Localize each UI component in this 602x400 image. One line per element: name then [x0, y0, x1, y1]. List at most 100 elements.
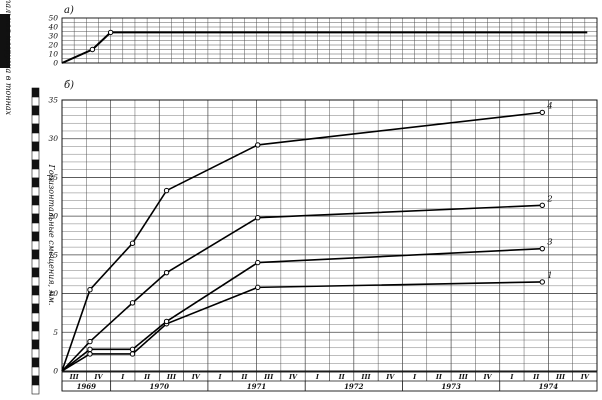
panel-b-y-tick-label: 35: [48, 96, 58, 105]
quarter-label: II: [435, 373, 443, 381]
quarter-label: IV: [288, 373, 298, 381]
panel-b-strip-segment: [31, 330, 40, 341]
quarter-label: II: [532, 373, 540, 381]
panel-b-strip-segment: [31, 339, 40, 350]
series-1-line: [61, 281, 543, 372]
panel-b-strip-segment: [31, 357, 40, 368]
panel-b-strip-segment: [31, 114, 40, 125]
panel-a-label: а): [64, 5, 74, 16]
panel-b-strip-segment: [31, 312, 40, 323]
series-2-point: [539, 202, 545, 209]
panel-a-axis-strip: [0, 14, 10, 68]
panel-b-strip-segment: [31, 258, 40, 269]
series-1-point: [255, 284, 261, 291]
panel-b-strip-segment: [31, 168, 40, 179]
panel-b-strip-segment: [31, 213, 40, 224]
panel-b-strip-segment: [31, 159, 40, 170]
panel-b-label: б): [64, 80, 74, 91]
panel-b-strip-segment: [31, 231, 40, 242]
panel-b-y-tick-label: 15: [48, 250, 58, 259]
panel-b-time-axis: III IV I II III IV I II III IV I II III IV I II III IV I II…: [61, 371, 598, 392]
panel-b-strip-segment: [31, 348, 40, 359]
panel-b-strip-segment: [31, 384, 40, 395]
quarter-label: III: [360, 373, 371, 381]
panel-b-strip-segment: [31, 249, 40, 260]
panel-a-y-tick-label: 10: [48, 50, 58, 59]
panel-b: б) 0 5 10 15 20 25 30 35 Горизонтальные смещени…: [31, 80, 598, 395]
panel-b-strip-segment: [31, 366, 40, 377]
panel-b-strip-segment: [31, 96, 40, 107]
series-2-point: [163, 269, 170, 276]
series-1-label: 1: [547, 271, 552, 281]
panel-a-y-label: Г. чизонтальная нагрузка в тоннах: [4, 0, 13, 116]
panel-b-strip-segment: [31, 276, 40, 287]
series-3-point: [539, 245, 545, 252]
year-label: 1971: [247, 382, 266, 391]
panel-b-strip-segment: [31, 321, 40, 332]
series-2-point: [87, 338, 93, 345]
panel-b-strip-segment: [31, 123, 40, 134]
quarter-label: II: [143, 373, 151, 381]
quarter-label: I: [412, 373, 417, 381]
quarter-label: IV: [580, 373, 590, 381]
series-4-point: [87, 287, 93, 293]
quarter-label: I: [509, 373, 514, 381]
panel-b-y-tick-label: 30: [48, 134, 58, 143]
series-2-label: 2: [546, 194, 552, 204]
series-2-line: [61, 204, 543, 372]
quarter-label: II: [338, 373, 346, 381]
quarter-label: III: [166, 373, 177, 381]
quarter-label: I: [218, 373, 223, 381]
quarter-label: IV: [93, 373, 103, 381]
panel-a-y-tick-label: 40: [47, 23, 58, 32]
quarter-label: IV: [483, 373, 493, 381]
panel-b-strip-segment: [31, 375, 40, 386]
panel-b-strip-segment: [31, 285, 40, 296]
panel-b-y-tick-label: 25: [47, 173, 58, 182]
quarter-label: III: [263, 373, 274, 381]
series-4-point: [539, 109, 545, 116]
quarter-label: I: [315, 373, 320, 381]
series-2-point: [255, 214, 261, 221]
panel-b-y-ticks: 0 5 10 15 20 25 30 35: [47, 96, 58, 376]
series-2-point: [129, 300, 136, 306]
panel-a-y-tick-label: 0: [53, 59, 58, 68]
panel-b-strip-segment: [31, 177, 40, 188]
series-3-point: [163, 318, 170, 325]
panel-b-y-tick-label: 0: [53, 367, 58, 376]
year-label: 1970: [150, 382, 170, 391]
panel-a-y-tick-label: 20: [47, 41, 58, 50]
series-3-point: [129, 346, 136, 353]
panel-b-strip-segment: [31, 204, 40, 215]
panel-b-y-label: Горизонтальные смещения, мм.: [47, 164, 56, 306]
panel-b-strip-segment: [31, 186, 40, 197]
series-3-point: [255, 259, 261, 266]
year-label: 1974: [539, 382, 559, 391]
series-3-point: [87, 346, 93, 353]
panel-b-y-tick-label: 10: [48, 289, 58, 298]
panel-a-grid: [61, 17, 598, 64]
series-4-point: [129, 240, 136, 246]
panel-a-series-line: [61, 31, 588, 64]
panel-b-strip-segment: [31, 267, 40, 278]
quarter-label: II: [240, 373, 248, 381]
quarter-label: IV: [191, 373, 201, 381]
panel-b-strip-segment: [31, 303, 40, 314]
panel-b-plot: 1 2 3 4: [61, 101, 553, 372]
panel-b-strip-segment: [31, 222, 40, 233]
series-3-label: 3: [547, 238, 552, 248]
quarter-label: I: [120, 373, 125, 381]
panel-b-axis-strip: [31, 87, 40, 395]
panel-a-point: [89, 46, 96, 53]
panel-b-grid: [61, 99, 598, 372]
series-1-point: [87, 351, 93, 357]
panel-b-y-tick-label: 5: [53, 328, 58, 337]
panel-b-strip-segment: [31, 195, 40, 206]
series-1-point: [539, 279, 545, 285]
series-4-point: [255, 142, 261, 148]
panel-b-y-tick-label: 20: [47, 212, 58, 221]
series-4-label: 4: [546, 101, 552, 111]
quarter-label: III: [458, 373, 469, 381]
